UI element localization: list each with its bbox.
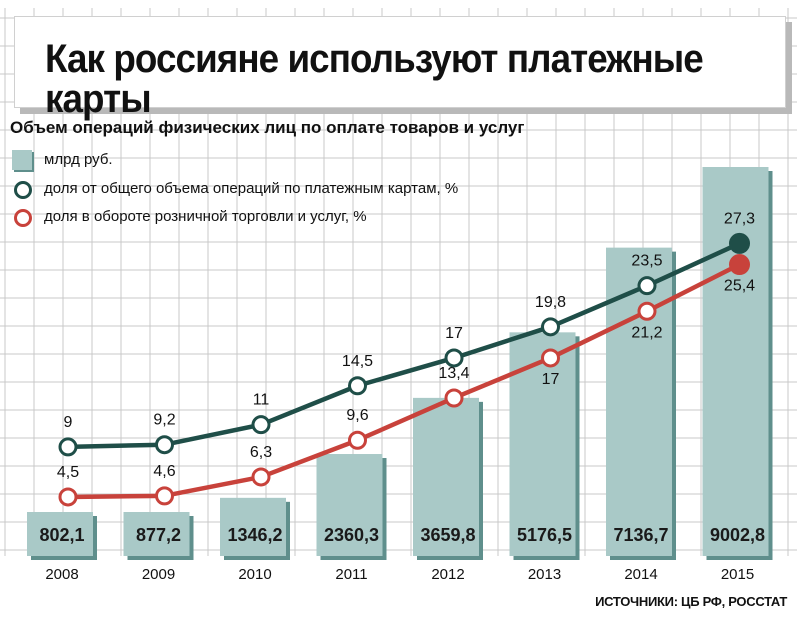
bar-value-label: 2360,3 [324, 525, 379, 545]
retail-share-point [729, 254, 750, 276]
cards-share-data-label: 23,5 [631, 253, 662, 270]
retail-share-point [251, 467, 271, 487]
chart-subtitle: Объем операций физических лиц по оплате … [10, 118, 525, 137]
cards-share-point [348, 376, 367, 396]
retail-share-data-label: 4,6 [153, 463, 175, 480]
cards-share-data-label: 11 [253, 392, 270, 409]
cards-share-point [729, 232, 750, 254]
cards-share-data-label: 17 [445, 325, 463, 342]
x-tick-label: 2010 [238, 566, 271, 583]
cards-share-data-label: 19,8 [535, 294, 566, 311]
retail-share-point [541, 348, 560, 368]
x-tick-label: 2015 [721, 566, 754, 583]
retail-share-data-label: 21,2 [631, 324, 662, 341]
bar [316, 454, 383, 556]
bar [220, 497, 286, 556]
legend-label-bars: млрд руб. [44, 151, 113, 168]
bar [509, 332, 576, 556]
bar-value-label: 1346,2 [227, 525, 282, 545]
x-tick-label: 2009 [142, 566, 175, 583]
retail-share-point [444, 388, 464, 408]
bar [702, 167, 769, 556]
retail-share-series: 4,5 4,6 6,3 9,6 13,4 17 21,2 25,4 [57, 254, 755, 507]
legend-label-share-retail: доля в обороте розничной торговли и услу… [44, 208, 367, 225]
cards-share-point [541, 317, 560, 337]
retail-share-data-label: 25,4 [724, 278, 755, 295]
legend-red-circle-icon [14, 209, 32, 227]
x-tick-label: 2014 [624, 566, 657, 583]
bar-value-label: 7136,7 [613, 525, 668, 545]
x-tick-label: 2013 [528, 566, 561, 583]
cards-share-data-label: 9,2 [153, 412, 175, 429]
cards-share-point [58, 437, 78, 457]
cards-share-line [67, 241, 741, 450]
bar [606, 247, 672, 556]
legend-dark-circle-icon [14, 181, 32, 199]
retail-share-point [348, 430, 367, 450]
retail-share-data-label: 6,3 [250, 444, 272, 461]
page-title: Как россияне используют платежные карты [45, 37, 704, 121]
cards-share-point [251, 415, 271, 435]
x-tick-label: 2011 [335, 566, 367, 583]
bar-value-label: 9002,8 [710, 525, 765, 545]
retail-share-point [58, 487, 78, 507]
bar-value-label: 877,2 [136, 525, 181, 545]
bar-value-label: 3659,8 [420, 525, 475, 545]
bar-value-label: 5176,5 [517, 525, 572, 545]
cards-share-point [637, 276, 657, 296]
retail-share-line [67, 262, 741, 500]
cards-share-data-label: 9 [64, 414, 73, 431]
legend-bar-swatch-icon [12, 150, 32, 170]
cards-share-data-label: 27,3 [724, 210, 755, 227]
cards-share-data-label: 14,5 [342, 353, 373, 370]
retail-share-data-label: 17 [542, 371, 560, 388]
cards-share-point [155, 435, 174, 455]
cards-share-series: 9 9,2 11 14,5 17 19,8 23,5 27,3 [58, 210, 755, 457]
bars: 802,1 2008 877,2 2009 1346,2 2010 2360,3 2011 36… [27, 167, 773, 583]
bar [413, 397, 479, 556]
source-note: ИСТОЧНИКИ: ЦБ РФ, РОССТАТ [595, 594, 787, 609]
bar-value-label: 802,1 [39, 525, 84, 545]
retail-share-data-label: 13,4 [438, 365, 469, 382]
retail-share-point [637, 301, 657, 321]
bar [123, 512, 190, 556]
bar [27, 512, 93, 556]
title-box: Как россияне используют платежные карты [14, 16, 786, 119]
cards-share-point [444, 348, 464, 368]
retail-share-data-label: 9,6 [346, 407, 368, 424]
x-tick-label: 2008 [45, 566, 78, 583]
retail-share-data-label: 4,5 [57, 464, 79, 481]
legend-label-share-cards: доля от общего объема операций по платеж… [44, 180, 459, 197]
retail-share-point [155, 486, 174, 506]
x-tick-label: 2012 [431, 566, 464, 583]
